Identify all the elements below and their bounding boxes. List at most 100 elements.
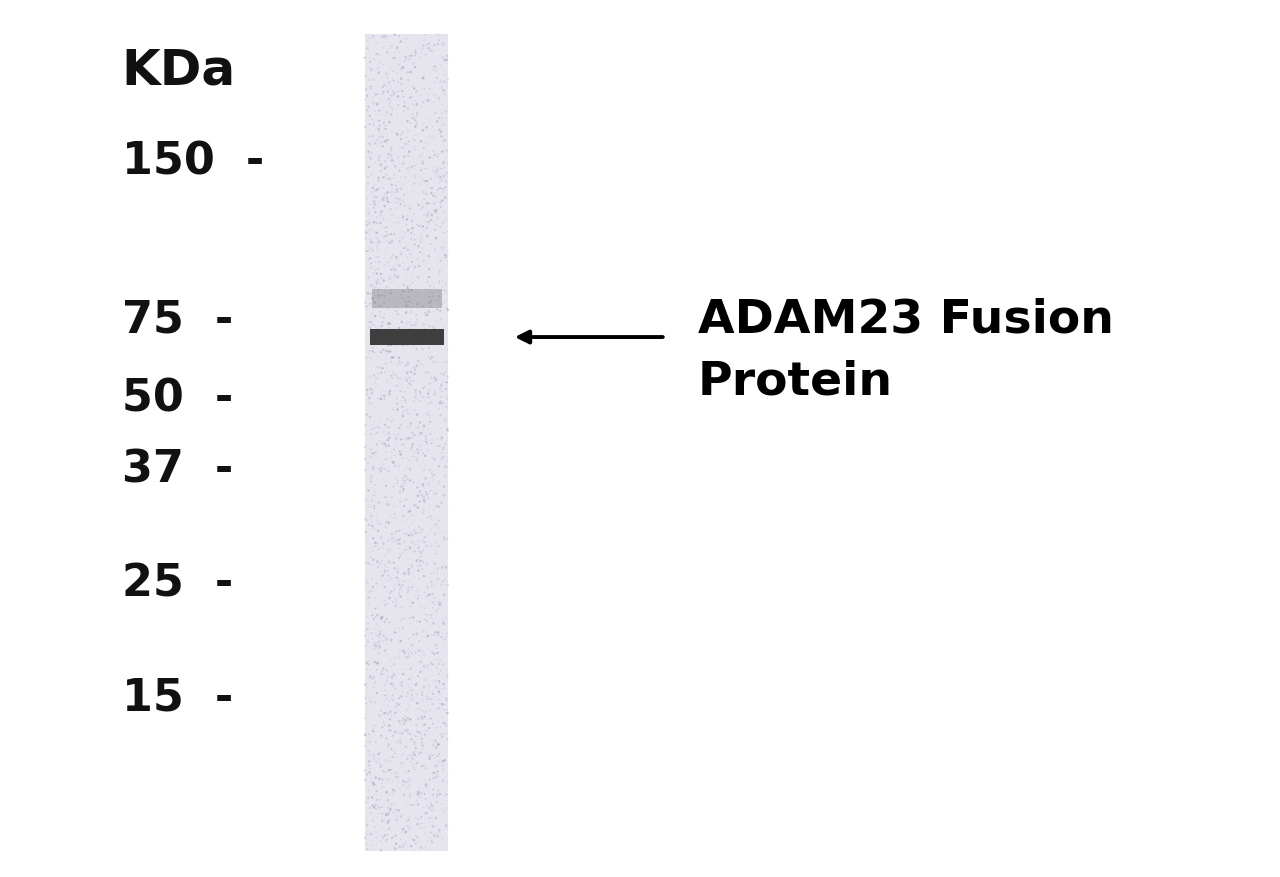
Point <box>388 186 408 200</box>
Point <box>404 229 425 243</box>
Point <box>388 566 408 580</box>
Point <box>393 118 413 132</box>
Point <box>375 282 396 296</box>
Point <box>430 390 451 404</box>
Point <box>355 773 375 787</box>
Point <box>417 407 438 421</box>
Point <box>358 356 379 370</box>
Point <box>430 396 451 410</box>
Point <box>420 795 440 809</box>
Point <box>360 629 380 643</box>
Point <box>430 783 451 797</box>
Point <box>381 831 402 845</box>
Point <box>358 557 379 571</box>
Point <box>417 387 438 401</box>
Point <box>372 786 393 800</box>
Point <box>384 746 404 760</box>
Point <box>424 290 444 304</box>
Point <box>394 709 415 724</box>
Point <box>356 583 376 597</box>
Point <box>426 819 447 833</box>
Point <box>415 314 435 328</box>
Point <box>365 400 385 414</box>
Point <box>372 131 393 145</box>
Point <box>398 125 419 139</box>
Point <box>394 788 415 802</box>
Point <box>420 510 440 524</box>
Point <box>362 545 383 559</box>
Point <box>392 291 412 305</box>
Point <box>394 189 415 203</box>
Point <box>375 642 396 656</box>
Point <box>362 474 383 488</box>
Point <box>367 134 388 148</box>
Point <box>390 715 411 729</box>
Point <box>429 267 449 282</box>
Point <box>378 498 398 512</box>
Point <box>417 309 438 323</box>
Point <box>361 370 381 384</box>
Point <box>421 825 442 839</box>
Point <box>428 628 448 642</box>
Point <box>421 451 442 465</box>
Point <box>413 396 434 410</box>
Point <box>402 284 422 298</box>
Point <box>399 464 420 478</box>
Point <box>367 262 388 276</box>
Point <box>389 635 410 649</box>
Point <box>375 307 396 321</box>
Point <box>429 685 449 699</box>
Point <box>404 61 425 75</box>
Point <box>388 577 408 591</box>
Point <box>366 277 387 291</box>
Point <box>387 751 407 765</box>
Point <box>390 289 411 303</box>
Point <box>370 491 390 505</box>
Point <box>433 217 453 232</box>
Point <box>434 284 454 298</box>
Point <box>367 331 388 345</box>
Point <box>399 260 420 275</box>
Point <box>360 410 380 424</box>
Point <box>415 318 435 332</box>
Point <box>376 675 397 689</box>
Point <box>378 32 398 46</box>
Point <box>388 538 408 552</box>
Point <box>429 29 449 43</box>
Point <box>362 632 383 646</box>
Point <box>411 164 431 178</box>
Point <box>385 322 406 336</box>
Point <box>389 587 410 601</box>
Point <box>410 439 430 453</box>
Point <box>384 264 404 278</box>
Point <box>411 337 431 351</box>
Point <box>397 460 417 474</box>
Point <box>422 715 443 729</box>
Point <box>424 468 444 482</box>
Point <box>376 135 397 149</box>
Point <box>407 260 428 274</box>
Point <box>392 652 412 667</box>
Point <box>419 220 439 234</box>
Point <box>425 604 445 618</box>
Point <box>419 88 439 102</box>
Point <box>376 785 397 799</box>
Point <box>398 420 419 434</box>
Point <box>356 708 376 722</box>
Point <box>367 609 388 623</box>
Point <box>433 216 453 230</box>
Point <box>406 639 426 653</box>
Point <box>362 656 383 670</box>
Point <box>357 446 378 460</box>
Point <box>365 692 385 706</box>
Point <box>425 76 445 90</box>
Point <box>424 281 444 295</box>
Point <box>358 585 379 599</box>
Point <box>364 130 384 144</box>
Point <box>398 520 419 534</box>
Point <box>415 150 435 164</box>
Point <box>424 628 444 642</box>
Point <box>436 727 457 741</box>
Point <box>399 504 420 518</box>
Point <box>417 689 438 703</box>
